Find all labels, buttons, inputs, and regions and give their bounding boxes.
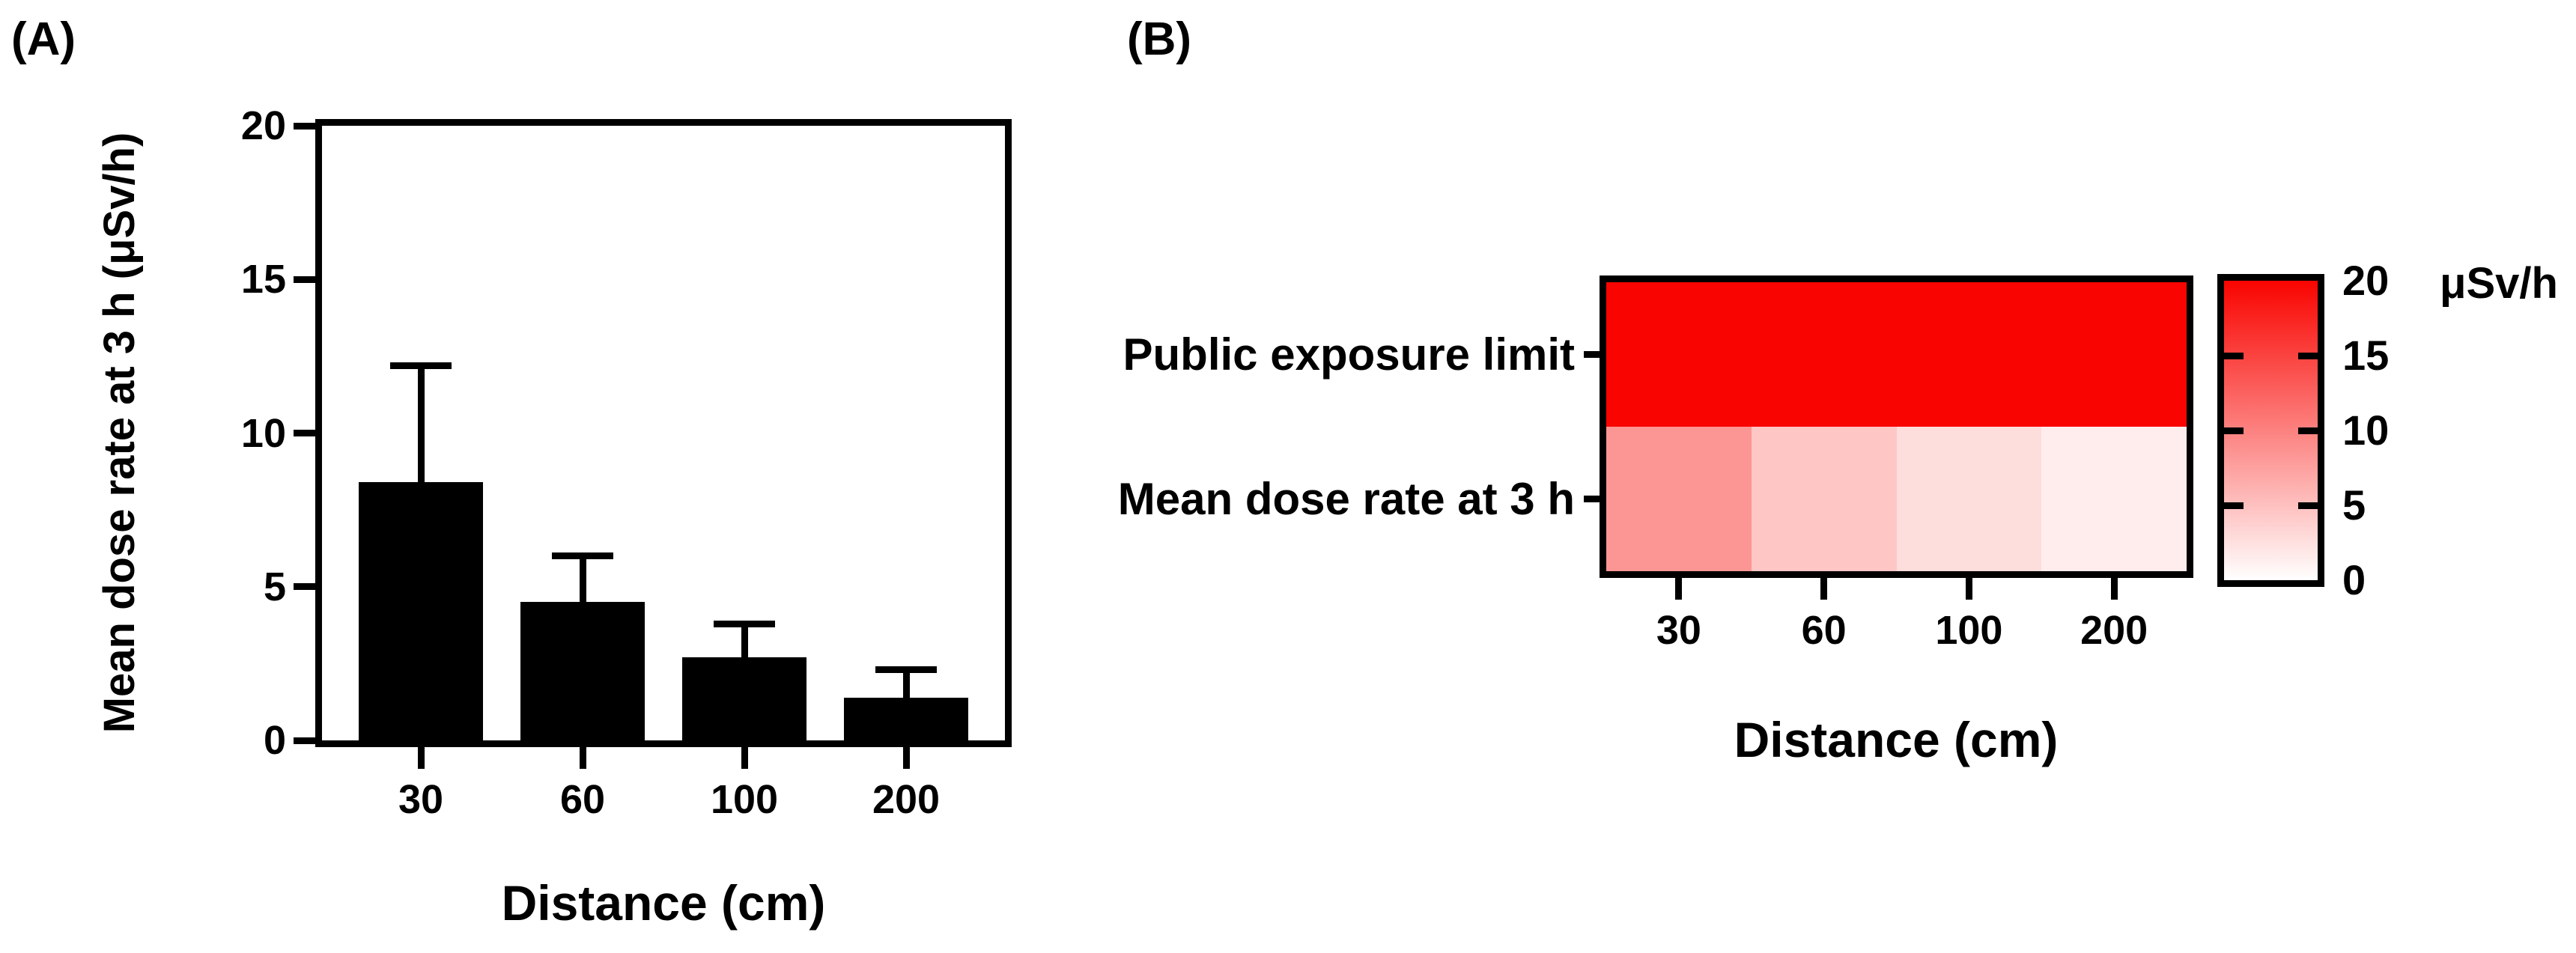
heatmap-cell [1751,427,1898,572]
bar [520,602,645,740]
error-bar-cap [390,362,452,369]
error-bar-cap [714,620,775,627]
y-axis-tick-label: 0 [263,718,286,763]
panel-b-x-axis-title: Distance (cm) [1734,712,2059,767]
panel-b-heatmap-box [1600,275,2193,578]
heatmap-cell [1896,282,2042,427]
x-axis-tick [741,740,748,769]
error-bar-stem [417,365,425,483]
x-axis-tick [417,740,425,769]
heatmap-col-tick [2110,571,2118,600]
x-axis-tick-label: 200 [872,777,941,822]
x-axis-tick [902,740,910,769]
heatmap-cell [1751,282,1898,427]
colorbar-tick [2298,427,2318,434]
colorbar-tick [2298,352,2318,359]
x-axis-tick-label: 100 [710,777,779,822]
heatmap-col-tick [1820,571,1828,600]
colorbar-tick [2298,502,2318,509]
error-bar-stem [579,555,586,603]
colorbar-tick [2224,352,2244,359]
heatmap-row-label: Mean dose rate at 3 h [1117,473,1575,524]
panel-a-x-axis-title: Distance (cm) [501,875,826,931]
bar [682,657,806,740]
colorbar-tick-label: 20 [2342,257,2390,304]
panel-b-label: (B) [1127,13,1192,65]
error-bar-cap [875,666,937,674]
colorbar [2217,274,2324,587]
y-axis-tick [294,122,322,130]
colorbar-tick [2224,427,2244,434]
colorbar-tick-label: 15 [2342,332,2390,379]
x-axis-tick-label: 60 [559,777,606,822]
heatmap-col-label: 60 [1801,608,1847,653]
bar [844,697,968,740]
heatmap-cell [2041,282,2187,427]
error-bar-stem [902,669,910,698]
colorbar-tick [2224,502,2244,509]
heatmap-col-label: 100 [1935,608,2003,653]
y-axis-tick-label: 5 [263,564,286,609]
y-axis-tick [294,583,322,591]
y-axis-tick-label: 20 [240,103,286,148]
y-axis-tick [294,430,322,436]
heatmap-col-label: 200 [2080,608,2148,653]
heatmap-cell [1606,282,1752,427]
heatmap-row-label: Public exposure limit [1123,329,1576,380]
heatmap-col-tick [1675,571,1683,600]
bar [359,482,483,740]
heatmap-cell [1896,427,2042,572]
error-bar-cap [552,552,613,560]
colorbar-tick-label: 0 [2342,556,2366,603]
y-axis-tick [294,275,322,283]
panel-a-label: (A) [11,13,76,65]
heatmap-row-tick [1584,496,1606,502]
heatmap-cell [1606,427,1752,572]
colorbar-tick-label: 5 [2342,481,2366,529]
colorbar-tick-label: 10 [2342,407,2390,454]
panel-a-y-axis-title: Mean dose rate at 3 h (μSv/h) [95,132,144,734]
heatmap-row-tick [1584,351,1606,358]
y-axis-tick-label: 15 [240,257,286,302]
x-axis-tick-label: 30 [398,777,444,822]
y-axis-tick [294,737,322,744]
x-axis-tick [579,740,586,769]
y-axis-tick-label: 10 [240,410,286,456]
heatmap-col-tick [1965,571,1972,600]
colorbar-unit-label: μSv/h [2440,259,2558,308]
heatmap-cell [2041,427,2187,572]
error-bar-stem [741,624,748,658]
heatmap-col-label: 30 [1656,608,1701,653]
